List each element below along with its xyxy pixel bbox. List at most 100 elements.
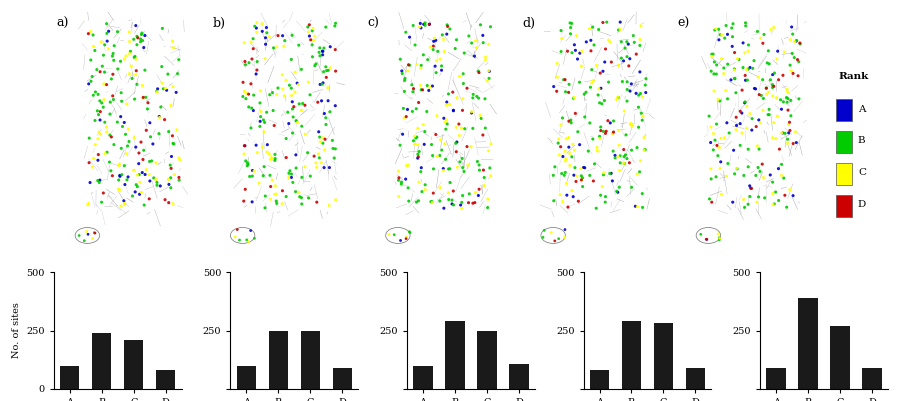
Point bbox=[477, 182, 492, 189]
Point bbox=[743, 193, 757, 200]
Point bbox=[765, 93, 779, 99]
Point bbox=[475, 32, 490, 38]
Point bbox=[441, 91, 456, 97]
Point bbox=[426, 43, 440, 49]
Point bbox=[445, 197, 459, 203]
Point bbox=[412, 148, 426, 155]
Point bbox=[483, 68, 497, 75]
Point bbox=[426, 166, 440, 172]
Point bbox=[104, 168, 118, 174]
Text: B: B bbox=[858, 136, 866, 146]
Point bbox=[586, 77, 600, 84]
Point bbox=[741, 201, 755, 208]
Point bbox=[122, 29, 136, 35]
Point bbox=[546, 83, 561, 90]
Point bbox=[275, 71, 290, 78]
Point bbox=[593, 136, 607, 142]
Point bbox=[767, 119, 781, 126]
Point bbox=[568, 110, 582, 117]
Point bbox=[417, 141, 431, 148]
Point bbox=[111, 186, 126, 192]
Point bbox=[583, 120, 597, 126]
Point bbox=[418, 128, 432, 135]
Point bbox=[749, 172, 763, 178]
Point bbox=[612, 62, 626, 69]
Point bbox=[585, 67, 599, 73]
Point bbox=[475, 132, 490, 138]
Point bbox=[581, 148, 596, 154]
Point bbox=[164, 102, 179, 109]
Point bbox=[756, 95, 771, 102]
Point bbox=[614, 55, 629, 61]
Point bbox=[635, 204, 649, 211]
Point bbox=[561, 48, 575, 55]
Point bbox=[757, 31, 771, 38]
Point bbox=[562, 89, 576, 95]
Point bbox=[279, 193, 293, 200]
Point bbox=[596, 19, 610, 26]
Point bbox=[762, 48, 776, 54]
Point bbox=[91, 157, 105, 164]
Point bbox=[474, 22, 488, 28]
Point bbox=[553, 49, 568, 55]
Point bbox=[774, 106, 788, 112]
Point bbox=[252, 180, 266, 186]
Point bbox=[546, 172, 561, 178]
Point bbox=[100, 81, 114, 88]
Point bbox=[426, 47, 440, 53]
Bar bbox=[654, 324, 673, 389]
Point bbox=[613, 167, 627, 174]
Point bbox=[294, 201, 309, 207]
Point bbox=[706, 130, 720, 137]
Point bbox=[323, 109, 337, 115]
Point bbox=[134, 139, 148, 145]
Point bbox=[157, 116, 171, 123]
Point bbox=[267, 157, 282, 164]
Point bbox=[130, 172, 144, 178]
Text: b): b) bbox=[212, 17, 225, 30]
Point bbox=[558, 158, 572, 164]
Point bbox=[730, 166, 745, 172]
Point bbox=[133, 191, 147, 198]
Point bbox=[767, 70, 781, 76]
Point bbox=[744, 185, 758, 191]
Point bbox=[401, 184, 415, 191]
Bar bbox=[92, 333, 111, 389]
Point bbox=[119, 101, 134, 107]
Point bbox=[623, 160, 637, 166]
Point bbox=[302, 22, 317, 28]
Point bbox=[438, 141, 452, 147]
Point bbox=[128, 144, 143, 150]
Point bbox=[608, 155, 623, 161]
Point bbox=[634, 22, 649, 29]
Point bbox=[436, 168, 450, 174]
Point bbox=[562, 118, 576, 124]
Point bbox=[122, 38, 136, 45]
Point bbox=[468, 38, 483, 44]
Point bbox=[422, 84, 437, 91]
Point bbox=[756, 174, 771, 181]
Point bbox=[285, 179, 300, 186]
Point bbox=[424, 141, 439, 148]
Point bbox=[789, 140, 804, 146]
Point bbox=[266, 107, 280, 114]
Point bbox=[591, 92, 605, 98]
Point bbox=[446, 188, 460, 194]
Point bbox=[737, 99, 752, 106]
Point bbox=[392, 193, 406, 200]
Point bbox=[445, 201, 459, 207]
Point bbox=[597, 97, 612, 104]
Point bbox=[616, 146, 631, 153]
Point bbox=[466, 200, 480, 207]
Point bbox=[612, 27, 626, 33]
Point bbox=[559, 156, 573, 162]
Point bbox=[729, 122, 744, 129]
Point bbox=[741, 146, 755, 152]
Point bbox=[454, 125, 468, 131]
Point bbox=[312, 134, 327, 140]
Point bbox=[708, 137, 722, 144]
Point bbox=[264, 156, 278, 162]
Point bbox=[292, 81, 306, 88]
Point bbox=[405, 108, 420, 115]
Point bbox=[398, 176, 413, 182]
